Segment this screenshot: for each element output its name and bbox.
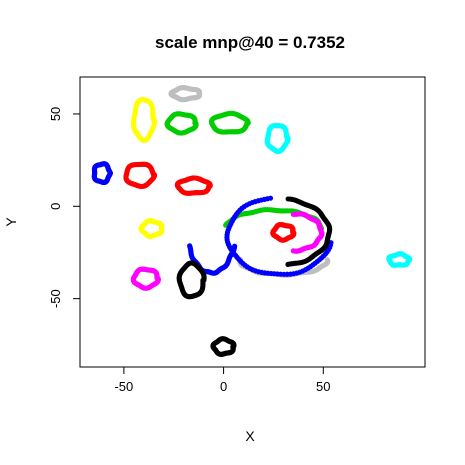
y-tick-label: -50 xyxy=(48,289,63,308)
data-point xyxy=(290,211,296,217)
point-cluster xyxy=(386,251,413,268)
point-cluster xyxy=(168,84,203,103)
point-cluster xyxy=(270,221,297,243)
data-point xyxy=(193,120,199,126)
data-point xyxy=(200,277,206,283)
data-point xyxy=(107,170,114,176)
data-point xyxy=(324,257,330,263)
point-cluster xyxy=(91,161,114,186)
point-cluster xyxy=(290,211,325,254)
point-cluster xyxy=(285,196,333,267)
data-point xyxy=(151,116,157,123)
point-cluster xyxy=(130,266,161,291)
x-tick-label: -50 xyxy=(114,379,133,394)
data-point xyxy=(155,275,161,281)
point-cluster xyxy=(164,111,199,136)
data-point xyxy=(406,257,412,263)
data-point xyxy=(230,344,236,350)
point-cluster xyxy=(123,161,158,190)
data-point xyxy=(244,120,250,126)
y-tick-label: 50 xyxy=(48,107,63,121)
data-point xyxy=(285,135,291,141)
y-axis-label: Y xyxy=(3,217,19,227)
data-point xyxy=(151,172,158,178)
data-point xyxy=(285,196,291,202)
x-tick-label: 0 xyxy=(220,379,227,394)
plot-frame xyxy=(79,76,426,368)
point-cluster xyxy=(224,195,334,277)
data-point xyxy=(232,243,238,249)
chart-title: scale mnp@40 = 0.7352 xyxy=(155,33,345,52)
data-point xyxy=(206,183,212,189)
x-axis-label: X xyxy=(245,428,255,444)
point-cluster xyxy=(176,260,207,300)
x-tick-label: 50 xyxy=(316,379,330,394)
data-point xyxy=(290,229,297,235)
point-cluster xyxy=(208,110,251,135)
point-cluster xyxy=(264,122,291,155)
data-points xyxy=(91,84,413,357)
data-point xyxy=(158,225,164,232)
point-cluster xyxy=(210,336,237,357)
axis-ticks: -50 0 50 -50 0 50 xyxy=(48,107,331,394)
point-cluster xyxy=(130,97,158,144)
point-cluster xyxy=(174,175,213,196)
y-tick-label: 0 xyxy=(48,203,63,210)
data-point xyxy=(196,91,202,97)
point-cluster xyxy=(138,218,165,239)
